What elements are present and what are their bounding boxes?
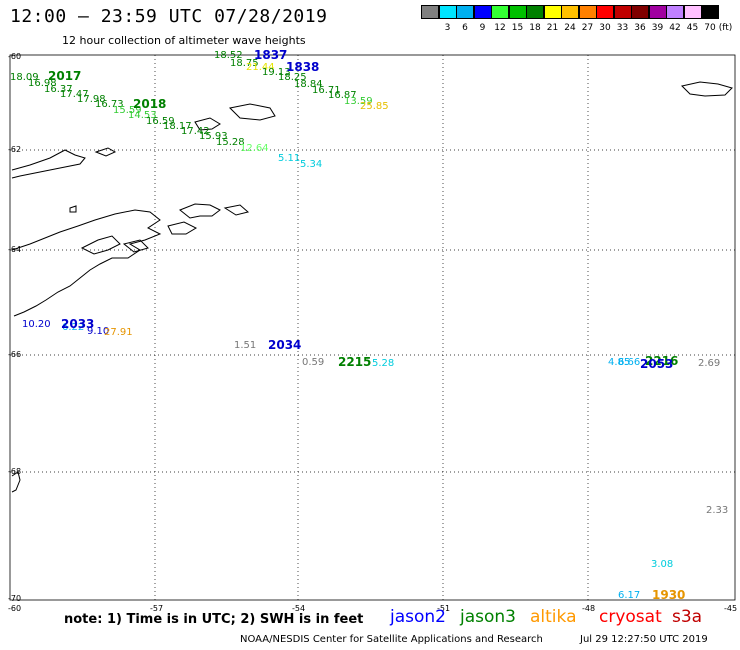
map-subtitle: 12 hour collection of altimeter wave hei… [62, 34, 306, 47]
wave-height-reading: 12.64 [240, 143, 269, 154]
sat-legend-jason3: jason3 [460, 607, 516, 627]
wave-height-reading: 17.98 [77, 94, 106, 105]
wave-height-reading: 16.37 [44, 84, 73, 95]
wave-height-reading: 6.17 [618, 590, 641, 601]
legend-label: 39 [651, 23, 664, 33]
wave-height-reading: 2.69 [698, 358, 721, 369]
wave-height-reading: 27.91 [104, 327, 133, 338]
pass-time-label: 1930 [652, 588, 686, 602]
credit-line: NOAA/NESDIS Center for Satellite Applica… [240, 634, 543, 645]
pass-time-label: 2018 [133, 97, 167, 111]
wave-height-reading: 16.73 [95, 99, 124, 110]
wave-height-reading: 17.47 [60, 89, 89, 100]
wave-height-reading: 16.59 [146, 116, 175, 127]
map-title: 12:00 — 23:59 UTC 07/28/2019 [10, 6, 328, 27]
wave-height-reading: 5.11 [278, 153, 301, 164]
map-frame [9, 54, 736, 601]
lat-label: -60 [8, 52, 22, 61]
wave-height-reading: 6.66 [618, 357, 641, 368]
pass-time-label: 1837 [254, 48, 288, 62]
legend-unit: (ft) [718, 23, 733, 33]
pass-time-label: 1838 [286, 60, 320, 74]
lon-label: -57 [150, 604, 164, 613]
legend-label: 24 [564, 23, 576, 33]
wave-height-reading: 16.98 [28, 78, 57, 89]
sat-legend-altika: altika [530, 607, 577, 627]
wave-height-reading: 17.42 [181, 126, 210, 137]
pass-time-label: 2017 [48, 69, 82, 83]
legend-label: 15 [511, 23, 524, 33]
sat-legend-cryosat: cryosat [599, 607, 662, 627]
wave-height-reading: 15.93 [199, 131, 228, 142]
wave-height-reading: 9.10 [87, 326, 110, 337]
lat-label: -64 [8, 245, 22, 254]
legend-label: 6 [462, 23, 468, 33]
wave-height-reading: 21.44 [246, 62, 275, 73]
wave-height-reading: 13.59 [344, 96, 373, 107]
legend-label: 21 [546, 23, 559, 33]
legend-label: 12 [494, 23, 506, 33]
pass-time-label: 2033 [61, 317, 95, 331]
pass-time-label: 2034 [268, 338, 302, 352]
wave-height-reading: 19.13 [262, 67, 291, 78]
legend-swatch [701, 5, 719, 19]
legend-label: 30 [599, 23, 611, 33]
legend-label: 27 [581, 23, 594, 33]
sat-legend-jason2: jason2 [390, 607, 446, 627]
pass-time-label: 2053 [640, 357, 674, 371]
wave-height-reading: 18.09 [10, 72, 39, 83]
legend-label: 9 [479, 23, 486, 33]
wave-height-reading: 10.20 [22, 319, 51, 330]
wave-height-reading: 16.71 [312, 85, 341, 96]
lat-label: -68 [8, 467, 22, 476]
wave-height-reading: 18.75 [230, 58, 259, 69]
legend-label: 18 [529, 23, 541, 33]
wave-height-reading: 1.51 [234, 340, 257, 351]
legend-label: 3 [444, 23, 451, 33]
legend-label: 36 [634, 23, 646, 33]
wave-height-reading: 14.53 [128, 110, 157, 121]
wave-height-reading: 18.17 [163, 121, 192, 132]
lon-label: -48 [582, 604, 596, 613]
legend-label: 42 [669, 23, 681, 33]
lat-label: -70 [8, 594, 22, 603]
lon-label: -54 [292, 604, 306, 613]
wave-height-reading: 16.87 [328, 90, 357, 101]
wave-height-reading: 25.85 [360, 101, 389, 112]
wave-height-reading: 6.22 [62, 322, 85, 333]
footer-note: note: 1) Time is in UTC; 2) SWH is in fe… [64, 612, 364, 627]
legend-label: 45 [686, 23, 699, 33]
generation-timestamp: Jul 29 12:27:50 UTC 2019 [580, 634, 708, 645]
wave-height-reading: 18.25 [278, 72, 307, 83]
wave-height-reading: 3.08 [651, 559, 674, 570]
pass-time-label: 2215 [338, 355, 372, 369]
wave-height-reading: 18.52 [214, 50, 243, 61]
wave-height-reading: 4.85 [608, 357, 631, 368]
wave-height-reading: 15.28 [216, 137, 245, 148]
lon-label: -51 [437, 604, 451, 613]
lon-label: -60 [8, 604, 22, 613]
pass-time-label: 2216 [645, 354, 679, 368]
wave-height-reading: 15.59 [113, 105, 142, 116]
lat-label: -62 [8, 145, 22, 154]
lon-label: -45 [724, 604, 738, 613]
wave-height-reading: 18.84 [294, 79, 323, 90]
lat-label: -66 [8, 350, 22, 359]
wave-height-reading: 5.28 [372, 358, 395, 369]
wave-height-reading: 0.59 [302, 357, 325, 368]
wave-height-reading: 2.33 [706, 505, 729, 516]
legend-label: 33 [616, 23, 629, 33]
coastline [11, 81, 733, 493]
sat-legend-s3a: s3a [672, 607, 703, 627]
legend-label: 70 [704, 23, 716, 33]
wave-height-reading: 5.34 [300, 159, 323, 170]
